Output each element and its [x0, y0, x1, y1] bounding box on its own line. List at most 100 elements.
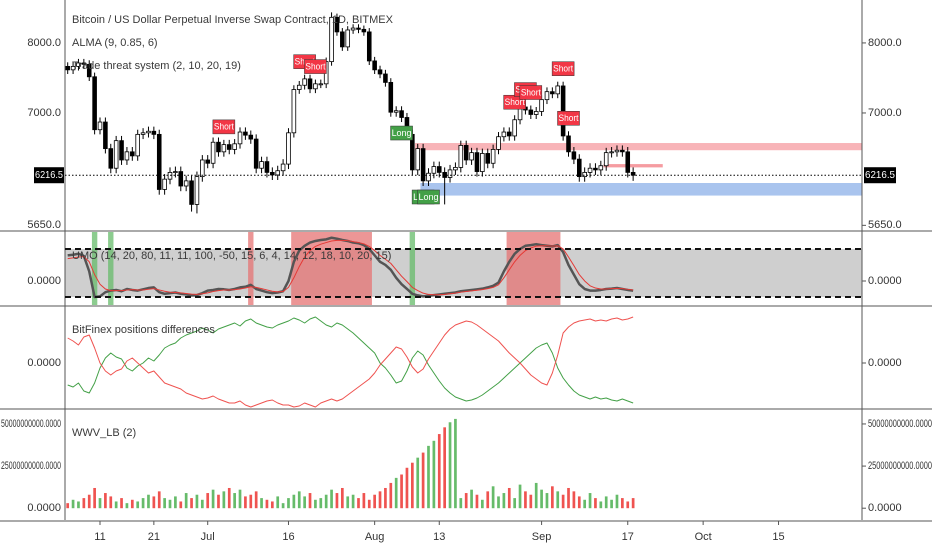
candle-body	[490, 149, 496, 164]
x-tick-label: 21	[148, 531, 160, 543]
bar	[626, 501, 630, 509]
bar	[631, 498, 635, 509]
price-zone	[415, 143, 862, 151]
candle-body	[146, 130, 151, 134]
highlight	[91, 232, 98, 305]
bar	[260, 498, 263, 509]
candle-body	[221, 144, 227, 153]
y-tick-label: 50000000000.0000	[1, 418, 61, 430]
bar	[556, 491, 560, 509]
signal-text: Short	[521, 87, 541, 97]
indicator-label: Trade threat system (2, 10, 20, 19)	[72, 60, 241, 72]
bar	[249, 494, 253, 509]
signal-box	[304, 59, 327, 74]
candle-body	[340, 31, 345, 48]
highlight	[108, 232, 114, 305]
candle-body	[436, 166, 442, 173]
signal-text: Short	[305, 61, 325, 71]
highlight	[248, 232, 254, 305]
bar	[190, 498, 193, 509]
signal-text: Long	[418, 192, 438, 202]
candle-body	[205, 159, 210, 164]
bar	[421, 452, 425, 509]
bar	[394, 477, 398, 509]
candle-body	[593, 167, 598, 171]
bar	[529, 494, 533, 509]
bar	[545, 493, 549, 509]
last-price-label: 6216.5	[35, 169, 63, 181]
bar	[233, 493, 236, 509]
x-tick-label: 11	[94, 531, 105, 543]
signal-label: Short	[212, 119, 236, 135]
bar	[93, 487, 96, 509]
candle-body	[194, 176, 200, 205]
highlight	[506, 232, 561, 305]
candle-body	[264, 161, 270, 173]
candle-body	[189, 180, 194, 205]
bar	[222, 491, 226, 509]
bar	[351, 494, 355, 509]
candle-body	[237, 131, 243, 145]
signal-text: Short	[559, 113, 579, 123]
bar	[437, 434, 441, 509]
candle-body	[313, 83, 318, 90]
bar	[238, 489, 242, 509]
bar	[524, 491, 527, 509]
candle-body	[307, 78, 313, 90]
candle-body	[603, 152, 609, 167]
bar	[389, 482, 393, 509]
signal-box	[212, 119, 236, 135]
candle-body	[81, 62, 87, 65]
candle-body	[550, 91, 555, 95]
candle-body	[356, 27, 361, 30]
bar	[577, 496, 581, 509]
bar	[130, 499, 134, 509]
y-tick-label: 50000000000.0000	[868, 418, 932, 430]
bar	[497, 496, 500, 509]
bar	[416, 457, 420, 509]
bar	[109, 496, 113, 509]
candle-body	[248, 134, 254, 140]
bar	[427, 445, 430, 509]
signal-label: Short	[551, 61, 575, 76]
signal-label: Long	[390, 125, 413, 141]
candle-body	[259, 161, 264, 169]
last-price-box	[864, 167, 896, 184]
level-band	[65, 248, 862, 297]
y-tick-label: 8000.0	[868, 37, 902, 49]
candle-body	[393, 110, 399, 113]
bar	[340, 487, 344, 509]
bar	[561, 494, 565, 509]
chart-title: Bitcoin / US Dollar Perpetual Inverse Sw…	[72, 14, 394, 26]
bar	[567, 487, 570, 509]
bar	[583, 499, 587, 509]
candle-body	[496, 136, 501, 150]
candle-body	[270, 172, 275, 176]
candle-body	[329, 16, 334, 63]
candle-body	[560, 85, 566, 137]
signal-box	[390, 125, 413, 141]
main-layer	[65, 12, 636, 509]
bar	[470, 489, 473, 509]
bar	[373, 494, 376, 509]
price-zone	[420, 183, 862, 196]
bar	[513, 498, 517, 509]
candle-body	[571, 151, 577, 160]
series-line	[67, 316, 634, 404]
bar	[179, 501, 183, 509]
y-tick-label: 0.0000	[868, 357, 902, 369]
y-tick-label: 0.0000	[27, 275, 61, 287]
candle-body	[135, 133, 140, 157]
candle-body	[372, 60, 377, 71]
bar	[206, 493, 210, 509]
bar	[378, 491, 382, 509]
signal-box	[519, 85, 543, 100]
bar	[163, 498, 166, 509]
bar	[265, 499, 269, 509]
candle-body	[103, 121, 108, 150]
candle-body	[463, 145, 469, 161]
candle-body	[70, 65, 76, 71]
candle-body	[501, 131, 507, 138]
candle-body	[286, 132, 291, 165]
